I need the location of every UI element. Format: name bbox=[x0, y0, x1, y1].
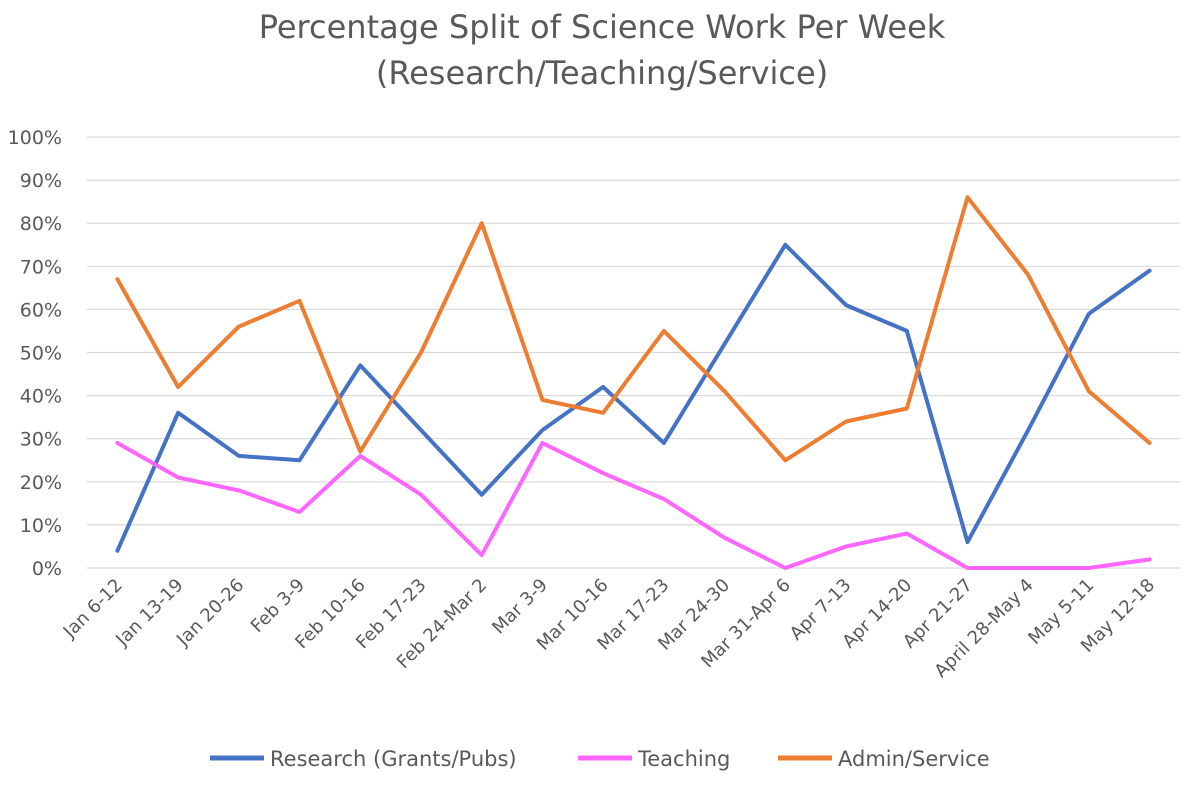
series-line bbox=[115, 441, 1152, 570]
chart-subtitle: (Research/Teaching/Service) bbox=[376, 54, 828, 92]
x-tick-label: Feb 3-9 bbox=[247, 575, 309, 637]
y-tick-label: 20% bbox=[20, 472, 62, 494]
y-tick-label: 70% bbox=[20, 256, 62, 278]
chart-title: Percentage Split of Science Work Per Wee… bbox=[259, 8, 946, 46]
y-tick-label: 50% bbox=[20, 343, 62, 365]
y-tick-label: 100% bbox=[8, 127, 62, 149]
y-axis-ticks: 0% 10% 20% 30% 40% 50% 60% 70% 80% 90% 100% bbox=[8, 127, 62, 580]
series-line bbox=[115, 195, 1152, 463]
y-tick-label: 60% bbox=[20, 299, 62, 321]
y-tick-label: 80% bbox=[20, 213, 62, 235]
y-tick-label: 10% bbox=[20, 515, 62, 537]
series-lines bbox=[115, 195, 1152, 570]
gridlines bbox=[87, 136, 1180, 569]
y-tick-label: 30% bbox=[20, 429, 62, 451]
legend: Research (Grants/Pubs) Teaching Admin/Serv… bbox=[210, 747, 990, 771]
legend-label: Teaching bbox=[637, 747, 730, 771]
series-line bbox=[115, 242, 1152, 553]
y-tick-label: 90% bbox=[20, 170, 62, 192]
y-tick-label: 40% bbox=[20, 386, 62, 408]
y-tick-label: 0% bbox=[32, 558, 62, 580]
legend-label: Research (Grants/Pubs) bbox=[270, 747, 517, 771]
legend-label: Admin/Service bbox=[838, 747, 990, 771]
